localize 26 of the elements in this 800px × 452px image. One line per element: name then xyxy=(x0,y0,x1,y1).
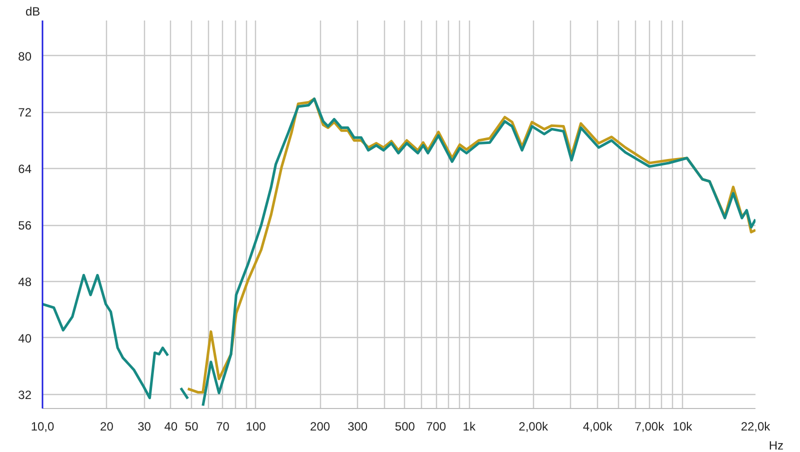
x-tick-label: 40 xyxy=(164,420,178,434)
x-tick-label: 70 xyxy=(216,420,230,434)
x-tick-label: 100 xyxy=(246,420,266,434)
y-axis-title: dB xyxy=(26,4,40,18)
y-tick-label: 56 xyxy=(18,218,32,233)
x-axis-title: Hz xyxy=(768,438,784,452)
x-tick-label: 22,0k xyxy=(740,420,772,434)
x-tick-label: 200 xyxy=(310,420,330,434)
x-tick-label: 20 xyxy=(100,420,114,434)
y-tick-label: 48 xyxy=(18,275,32,290)
y-tick-label: 64 xyxy=(18,162,32,176)
x-tick-label: 4,00k xyxy=(582,420,614,434)
y-tick-label: 32 xyxy=(18,388,32,402)
x-tick-label: 500 xyxy=(394,420,416,434)
x-tick-label: 7,00k xyxy=(634,420,666,434)
x-tick-label: 10,0 xyxy=(30,420,55,434)
x-tick-label: 2,00k xyxy=(518,420,550,434)
y-tick-label: 72 xyxy=(18,106,32,120)
x-tick-label: 700 xyxy=(426,420,446,434)
x-tick-label: 1k xyxy=(462,420,476,434)
x-tick-label: 30 xyxy=(138,420,152,434)
x-tick-label: 300 xyxy=(348,420,368,434)
x-tick-label: 50 xyxy=(184,420,199,434)
y-tick-label: 80 xyxy=(18,49,32,64)
x-tick-label: 10k xyxy=(672,420,694,434)
y-tick-label: 40 xyxy=(18,331,32,346)
